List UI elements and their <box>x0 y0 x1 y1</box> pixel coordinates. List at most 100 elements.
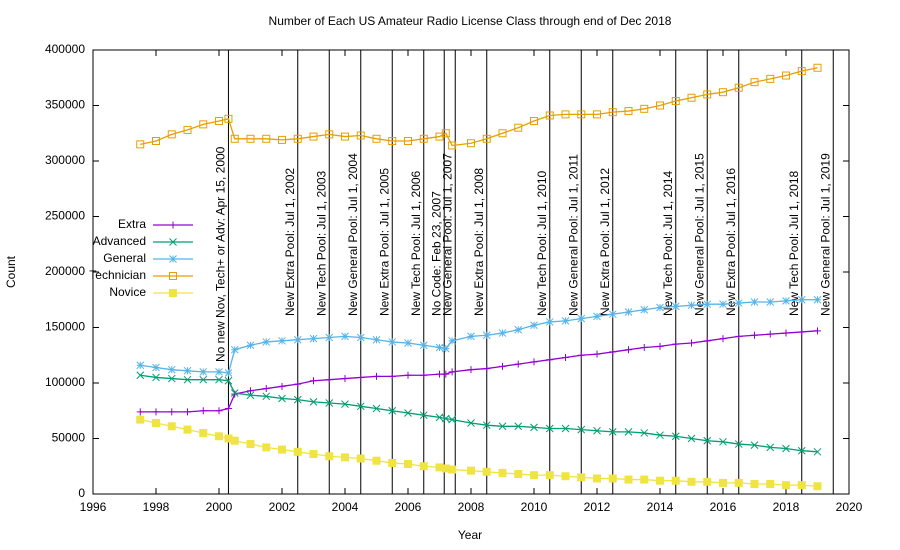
x-tick-label: 2012 <box>584 500 611 514</box>
point <box>797 67 806 76</box>
point <box>372 335 381 344</box>
legend-marker <box>169 221 177 229</box>
point <box>514 470 523 479</box>
point <box>230 345 239 354</box>
point <box>136 371 145 380</box>
point <box>278 382 286 390</box>
point <box>215 407 223 415</box>
legend-marker <box>169 255 177 263</box>
y-tick-label: 400000 <box>45 42 85 56</box>
point <box>167 374 176 383</box>
point <box>167 130 176 139</box>
point <box>624 475 633 484</box>
point <box>688 339 695 347</box>
point <box>545 318 554 326</box>
point <box>467 419 475 427</box>
point <box>530 358 538 366</box>
event-label: New Extra Pool: Jul 1, 2016 <box>724 168 738 316</box>
point <box>325 130 334 139</box>
point <box>230 436 239 445</box>
point <box>703 90 712 99</box>
point <box>246 391 255 400</box>
point <box>687 301 696 310</box>
point <box>262 338 271 346</box>
point <box>404 371 412 379</box>
point <box>482 421 491 430</box>
point <box>278 135 286 144</box>
point <box>199 428 208 437</box>
point <box>687 93 696 102</box>
point <box>152 418 160 427</box>
point <box>609 348 617 356</box>
point <box>199 120 208 129</box>
point <box>782 329 790 337</box>
x-tick-label: 2004 <box>332 500 359 514</box>
point <box>608 108 617 117</box>
point <box>687 434 696 443</box>
point <box>498 422 507 431</box>
point <box>593 110 601 119</box>
event-label: No Code: Feb 23, 2007 <box>429 191 443 316</box>
series <box>136 415 822 491</box>
point <box>278 445 286 454</box>
point <box>167 365 176 374</box>
legend-marker <box>169 238 177 246</box>
point <box>293 335 302 344</box>
point <box>183 366 192 375</box>
point <box>766 330 774 338</box>
legend-marker <box>169 289 177 297</box>
point <box>356 454 365 463</box>
event-label: No new Nov, Tech+ or Adv: Apr 15, 2000 <box>214 146 228 362</box>
y-tick-label: 350000 <box>45 98 85 112</box>
x-tick-label: 2000 <box>206 500 233 514</box>
point <box>593 474 601 483</box>
series <box>136 327 821 416</box>
point <box>593 350 601 358</box>
point <box>593 312 601 321</box>
point <box>325 452 334 461</box>
point <box>325 333 334 342</box>
point <box>766 480 775 489</box>
point <box>372 456 381 465</box>
legend-label: Novice <box>109 285 146 299</box>
point <box>482 467 491 476</box>
point <box>230 389 239 397</box>
point <box>199 375 208 384</box>
point <box>372 134 381 143</box>
point <box>750 441 759 450</box>
point <box>656 431 664 440</box>
point <box>467 366 475 374</box>
point <box>152 373 160 382</box>
point <box>703 337 711 345</box>
point <box>246 134 255 143</box>
point <box>735 332 743 340</box>
point <box>514 422 523 431</box>
x-tick-label: 1998 <box>143 500 170 514</box>
point <box>278 336 286 345</box>
point <box>577 314 586 323</box>
point <box>593 426 601 435</box>
point <box>577 110 586 119</box>
point <box>293 134 302 143</box>
point <box>498 468 507 477</box>
point <box>640 305 649 314</box>
event-label: New Extra Pool: Jul 1, 2005 <box>377 168 391 316</box>
point <box>309 334 318 343</box>
point <box>671 97 680 106</box>
point <box>577 351 585 359</box>
point <box>624 427 633 436</box>
point <box>309 450 318 459</box>
point <box>625 346 632 354</box>
point <box>215 368 223 376</box>
point <box>435 343 444 352</box>
point <box>608 474 617 483</box>
event-label: New General Pool: Jul 1, 2015 <box>692 153 706 316</box>
point <box>435 413 444 422</box>
point <box>640 343 648 351</box>
point <box>813 63 822 72</box>
point <box>782 297 790 305</box>
point <box>514 325 523 334</box>
point <box>419 134 428 143</box>
point <box>136 408 144 416</box>
